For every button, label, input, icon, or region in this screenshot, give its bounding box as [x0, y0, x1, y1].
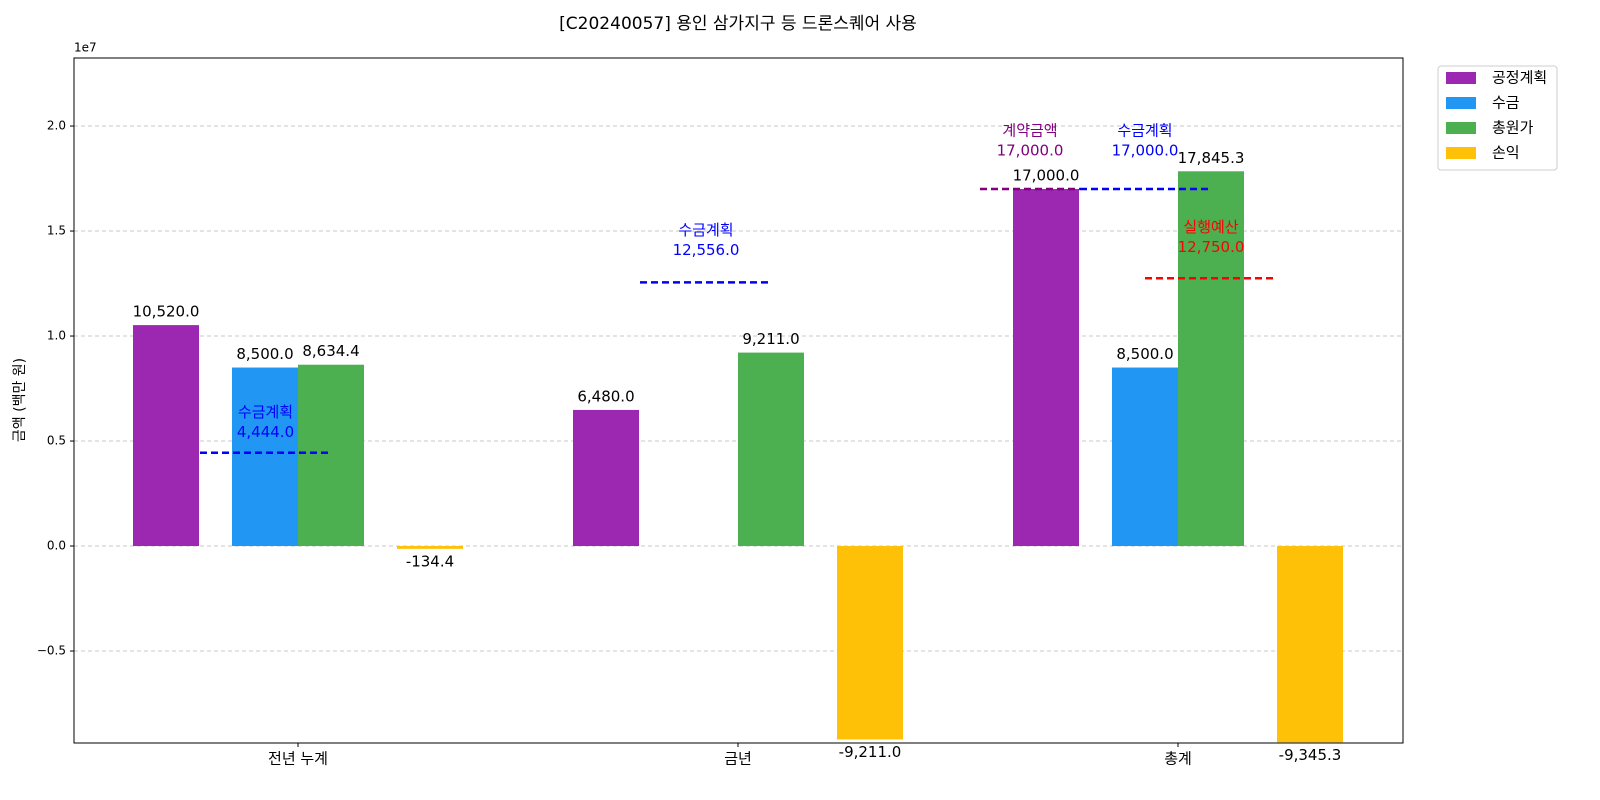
- legend-swatch: [1446, 97, 1476, 109]
- reference-value-label: 17,000.0: [1112, 142, 1179, 160]
- value-label: 8,500.0: [236, 345, 293, 363]
- reference-value-label: 12,750.0: [1178, 238, 1245, 256]
- x-tick-label: 금년: [724, 750, 752, 768]
- y-tick-label: 0.5: [47, 434, 66, 448]
- bar: [133, 325, 199, 547]
- value-label: -134.4: [406, 552, 454, 570]
- legend-swatch: [1446, 122, 1476, 134]
- legend-swatch: [1446, 72, 1476, 84]
- value-label: 6,480.0: [577, 387, 634, 405]
- reference-value-label: 12,556.0: [673, 241, 740, 259]
- y-tick-label: 1.5: [47, 224, 66, 238]
- x-tick-label: 전년 누계: [268, 750, 328, 768]
- value-label: 9,211.0: [742, 330, 799, 348]
- bar: [298, 364, 364, 547]
- reference-value-label: 17,000.0: [997, 142, 1064, 160]
- legend-label: 수금: [1492, 94, 1520, 112]
- y-tick-label: 1.0: [47, 329, 66, 343]
- value-label: 10,520.0: [133, 303, 200, 321]
- y-tick-label: −0.5: [37, 644, 66, 658]
- value-label: -9,345.3: [1279, 746, 1342, 764]
- value-label: 8,500.0: [1116, 345, 1173, 363]
- bar: [232, 367, 298, 547]
- bars: [133, 171, 1343, 743]
- reference-label: 수금계획: [1117, 122, 1172, 140]
- reference-label: 수금계획: [678, 221, 733, 239]
- bar: [738, 352, 804, 547]
- reference-value-label: 4,444.0: [237, 423, 294, 441]
- plot-frame: [73, 57, 1404, 744]
- bar: [1277, 546, 1343, 743]
- legend-box: [1437, 65, 1558, 171]
- overlay: 전년 누계 금년 총계 10,520.0 6,480.0 17,000.0 8,500.0 8…: [133, 122, 1342, 768]
- value-label: 17,845.3: [1178, 149, 1245, 167]
- reference-label: 수금계획: [238, 403, 293, 421]
- bar: [837, 546, 903, 740]
- bar: [397, 546, 463, 549]
- y-offset-label: 1e7: [74, 41, 97, 55]
- bar: [1178, 171, 1244, 547]
- reference-label: 계약금액: [1002, 122, 1057, 140]
- bar: [573, 409, 639, 547]
- y-tick-label: 2.0: [47, 119, 66, 133]
- legend-swatch: [1446, 147, 1476, 159]
- chart-title: [C20240057] 용인 삼가지구 등 드론스퀘어 사용: [559, 14, 917, 34]
- bar: [1013, 189, 1079, 547]
- value-label: -9,211.0: [839, 743, 902, 761]
- bar: [1112, 367, 1178, 547]
- value-label: 17,000.0: [1013, 167, 1080, 185]
- value-label: 8,634.4: [302, 342, 359, 360]
- y-axis-label: 금액 (백만 원): [12, 358, 28, 442]
- legend-label: 총원가: [1492, 119, 1534, 137]
- y-tick-label: 0.0: [47, 539, 66, 553]
- x-tick-label: 총계: [1164, 750, 1192, 768]
- legend-label: 공정계획: [1492, 69, 1547, 87]
- legend-label: 손익: [1492, 144, 1520, 162]
- reference-label: 실행예산: [1183, 218, 1238, 236]
